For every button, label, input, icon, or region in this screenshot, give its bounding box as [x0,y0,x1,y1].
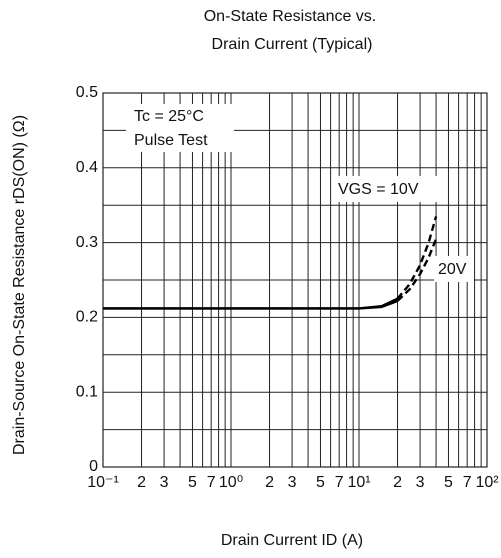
legend-bg [434,256,474,282]
legend-bg [334,176,446,202]
x-tick-label: 5 [188,474,197,491]
y-tick-label: 0.3 [76,234,98,251]
x-tick-label: 10⁻¹ [87,474,119,491]
x-tick-label: 10¹ [347,474,370,491]
x-tick-label: 10⁰ [219,474,243,491]
x-tick-label: 2 [393,474,402,491]
x-axis-label: Drain Current ID (A) [221,532,363,549]
y-tick-label: 0.4 [76,159,98,176]
x-tick-label: 3 [160,474,169,491]
x-tick-label: 3 [416,474,425,491]
x-tick-label: 2 [137,474,146,491]
line-solid [103,299,398,310]
x-tick-label: 7 [207,474,216,491]
x-tick-label: 7 [335,474,344,491]
legend-label: 20V [438,261,467,278]
x-tick-label: 5 [316,474,325,491]
y-axis-label: Drain-Source On-State Resistance rDS(ON)… [11,115,28,455]
line-dashed [396,238,438,302]
x-tick-label: 2 [265,474,274,491]
line-dashed [396,216,438,300]
legend-label: VGS = 10V [338,181,419,198]
y-tick-label: 0.2 [76,309,98,326]
annotation: Tc = 25°C [134,108,204,125]
annotation: Pulse Test [134,132,208,149]
x-tick-label: 7 [463,474,472,491]
y-tick-label: 0.5 [76,84,98,101]
chart-title: Drain Current (Typical) [212,36,373,53]
annotation-box [126,104,234,152]
y-tick-label: 0 [89,458,98,475]
x-tick-label: 10² [475,474,499,491]
chart-title: On-State Resistance vs. [204,8,377,25]
x-tick-label: 5 [444,474,453,491]
y-tick-label: 0.1 [76,383,98,400]
x-tick-label: 3 [288,474,297,491]
